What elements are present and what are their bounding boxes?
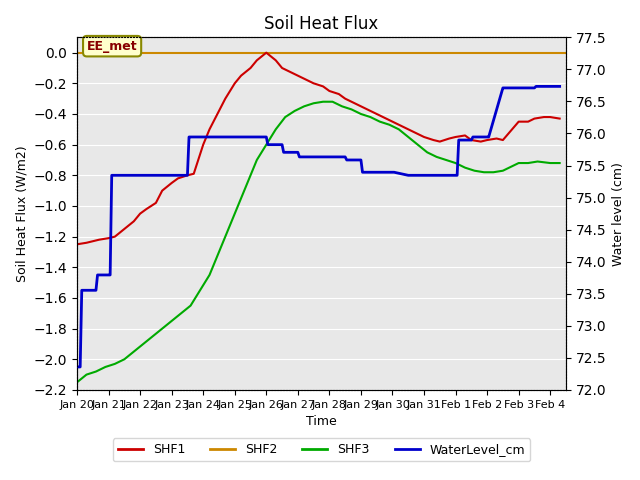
Y-axis label: Water level (cm): Water level (cm) [612,162,625,265]
X-axis label: Time: Time [306,415,337,428]
Y-axis label: Soil Heat Flux (W/m2): Soil Heat Flux (W/m2) [15,145,28,282]
Text: EE_met: EE_met [87,40,138,53]
Legend: SHF1, SHF2, SHF3, WaterLevel_cm: SHF1, SHF2, SHF3, WaterLevel_cm [113,438,531,461]
Title: Soil Heat Flux: Soil Heat Flux [264,15,379,33]
